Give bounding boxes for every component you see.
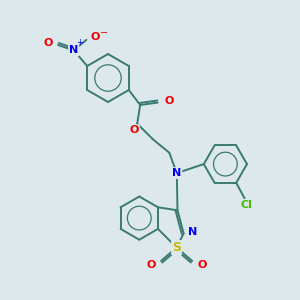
Text: −: − (100, 28, 108, 38)
Text: +: + (76, 38, 82, 47)
Text: O: O (198, 260, 207, 270)
Text: O: O (164, 96, 174, 106)
Text: S: S (172, 241, 181, 254)
Text: N: N (172, 168, 182, 178)
Text: N: N (188, 227, 197, 237)
Text: N: N (69, 45, 78, 56)
Text: O: O (43, 38, 53, 49)
Text: O: O (91, 32, 100, 43)
Text: Cl: Cl (240, 200, 252, 210)
Text: O: O (130, 125, 139, 135)
Text: O: O (146, 260, 156, 270)
